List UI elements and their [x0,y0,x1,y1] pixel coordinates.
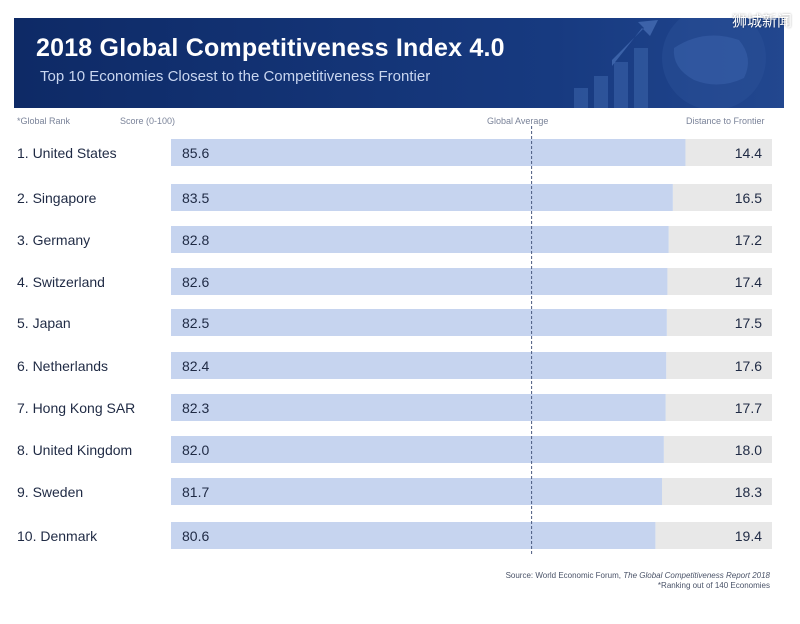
global-average-label: Global Average [487,116,549,126]
score-bar [171,522,656,549]
distance-value-label: 17.7 [734,400,762,416]
distance-bar [655,522,772,549]
score-value-label: 82.0 [182,442,210,458]
distance-value-label: 18.0 [734,442,762,458]
score-bar [171,226,669,253]
distance-bar [667,268,772,295]
watermark-text: 狮城新闻 [731,13,792,30]
score-value-label: 82.3 [182,400,210,416]
score-bar [171,309,667,336]
growth-arrow-globe-icon [574,18,766,108]
source-prefix: Source: World Economic Forum, [505,571,622,580]
country-label: 1. United States [17,145,117,161]
score-bar [171,139,686,166]
distance-bar [662,478,772,505]
score-value-label: 82.8 [182,232,210,248]
distance-value-label: 17.4 [734,274,762,290]
distance-bar [685,139,772,166]
score-bar [171,478,663,505]
score-value-label: 82.4 [182,358,210,374]
country-label: 6. Netherlands [17,358,109,374]
distance-bar [666,352,772,379]
country-label: 4. Switzerland [17,274,105,290]
source-credit: Source: World Economic Forum, The Global… [506,571,770,580]
country-label: 10. Denmark [17,528,98,544]
score-value-label: 85.6 [182,145,210,161]
chart-header: 2018 Global Competitiveness Index 4.0 To… [14,18,784,108]
country-label: 7. Hong Kong SAR [17,400,136,416]
score-value-label: 81.7 [182,484,210,500]
score-bar [171,436,664,463]
distance-bar [663,436,772,463]
country-label: 8. United Kingdom [17,442,133,458]
score-bar [171,352,667,379]
ranking-footnote: *Ranking out of 140 Economies [657,581,770,590]
score-bar [171,184,673,211]
distance-value-label: 19.4 [734,528,762,544]
score-bar [171,394,666,421]
distance-bar [672,184,772,211]
country-label: 9. Sweden [17,484,84,500]
distance-value-label: 14.4 [734,145,762,161]
country-label: 3. Germany [17,232,91,248]
score-value-label: 82.5 [182,315,210,331]
distance-value-label: 17.2 [734,232,762,248]
distance-bar [668,226,772,253]
score-value-label: 83.5 [182,190,210,206]
rank-column-header: *Global Rank [17,116,71,126]
chart-title: 2018 Global Competitiveness Index 4.0 [36,34,505,62]
country-label: 5. Japan [17,315,71,331]
score-value-label: 82.6 [182,274,210,290]
distance-column-header: Distance to Frontier [686,116,765,126]
score-value-label: 80.6 [182,528,210,544]
distance-value-label: 17.5 [734,315,762,331]
source-report-title: The Global Competitiveness Report 2018 [623,571,770,580]
distance-bar [665,394,772,421]
distance-bar [666,309,772,336]
score-bar [171,268,668,295]
distance-value-label: 18.3 [734,484,762,500]
distance-value-label: 17.6 [734,358,762,374]
country-label: 2. Singapore [17,190,97,206]
distance-value-label: 16.5 [734,190,762,206]
chart-subtitle: Top 10 Economies Closest to the Competit… [40,68,431,85]
score-column-header: Score (0-100) [120,116,176,126]
